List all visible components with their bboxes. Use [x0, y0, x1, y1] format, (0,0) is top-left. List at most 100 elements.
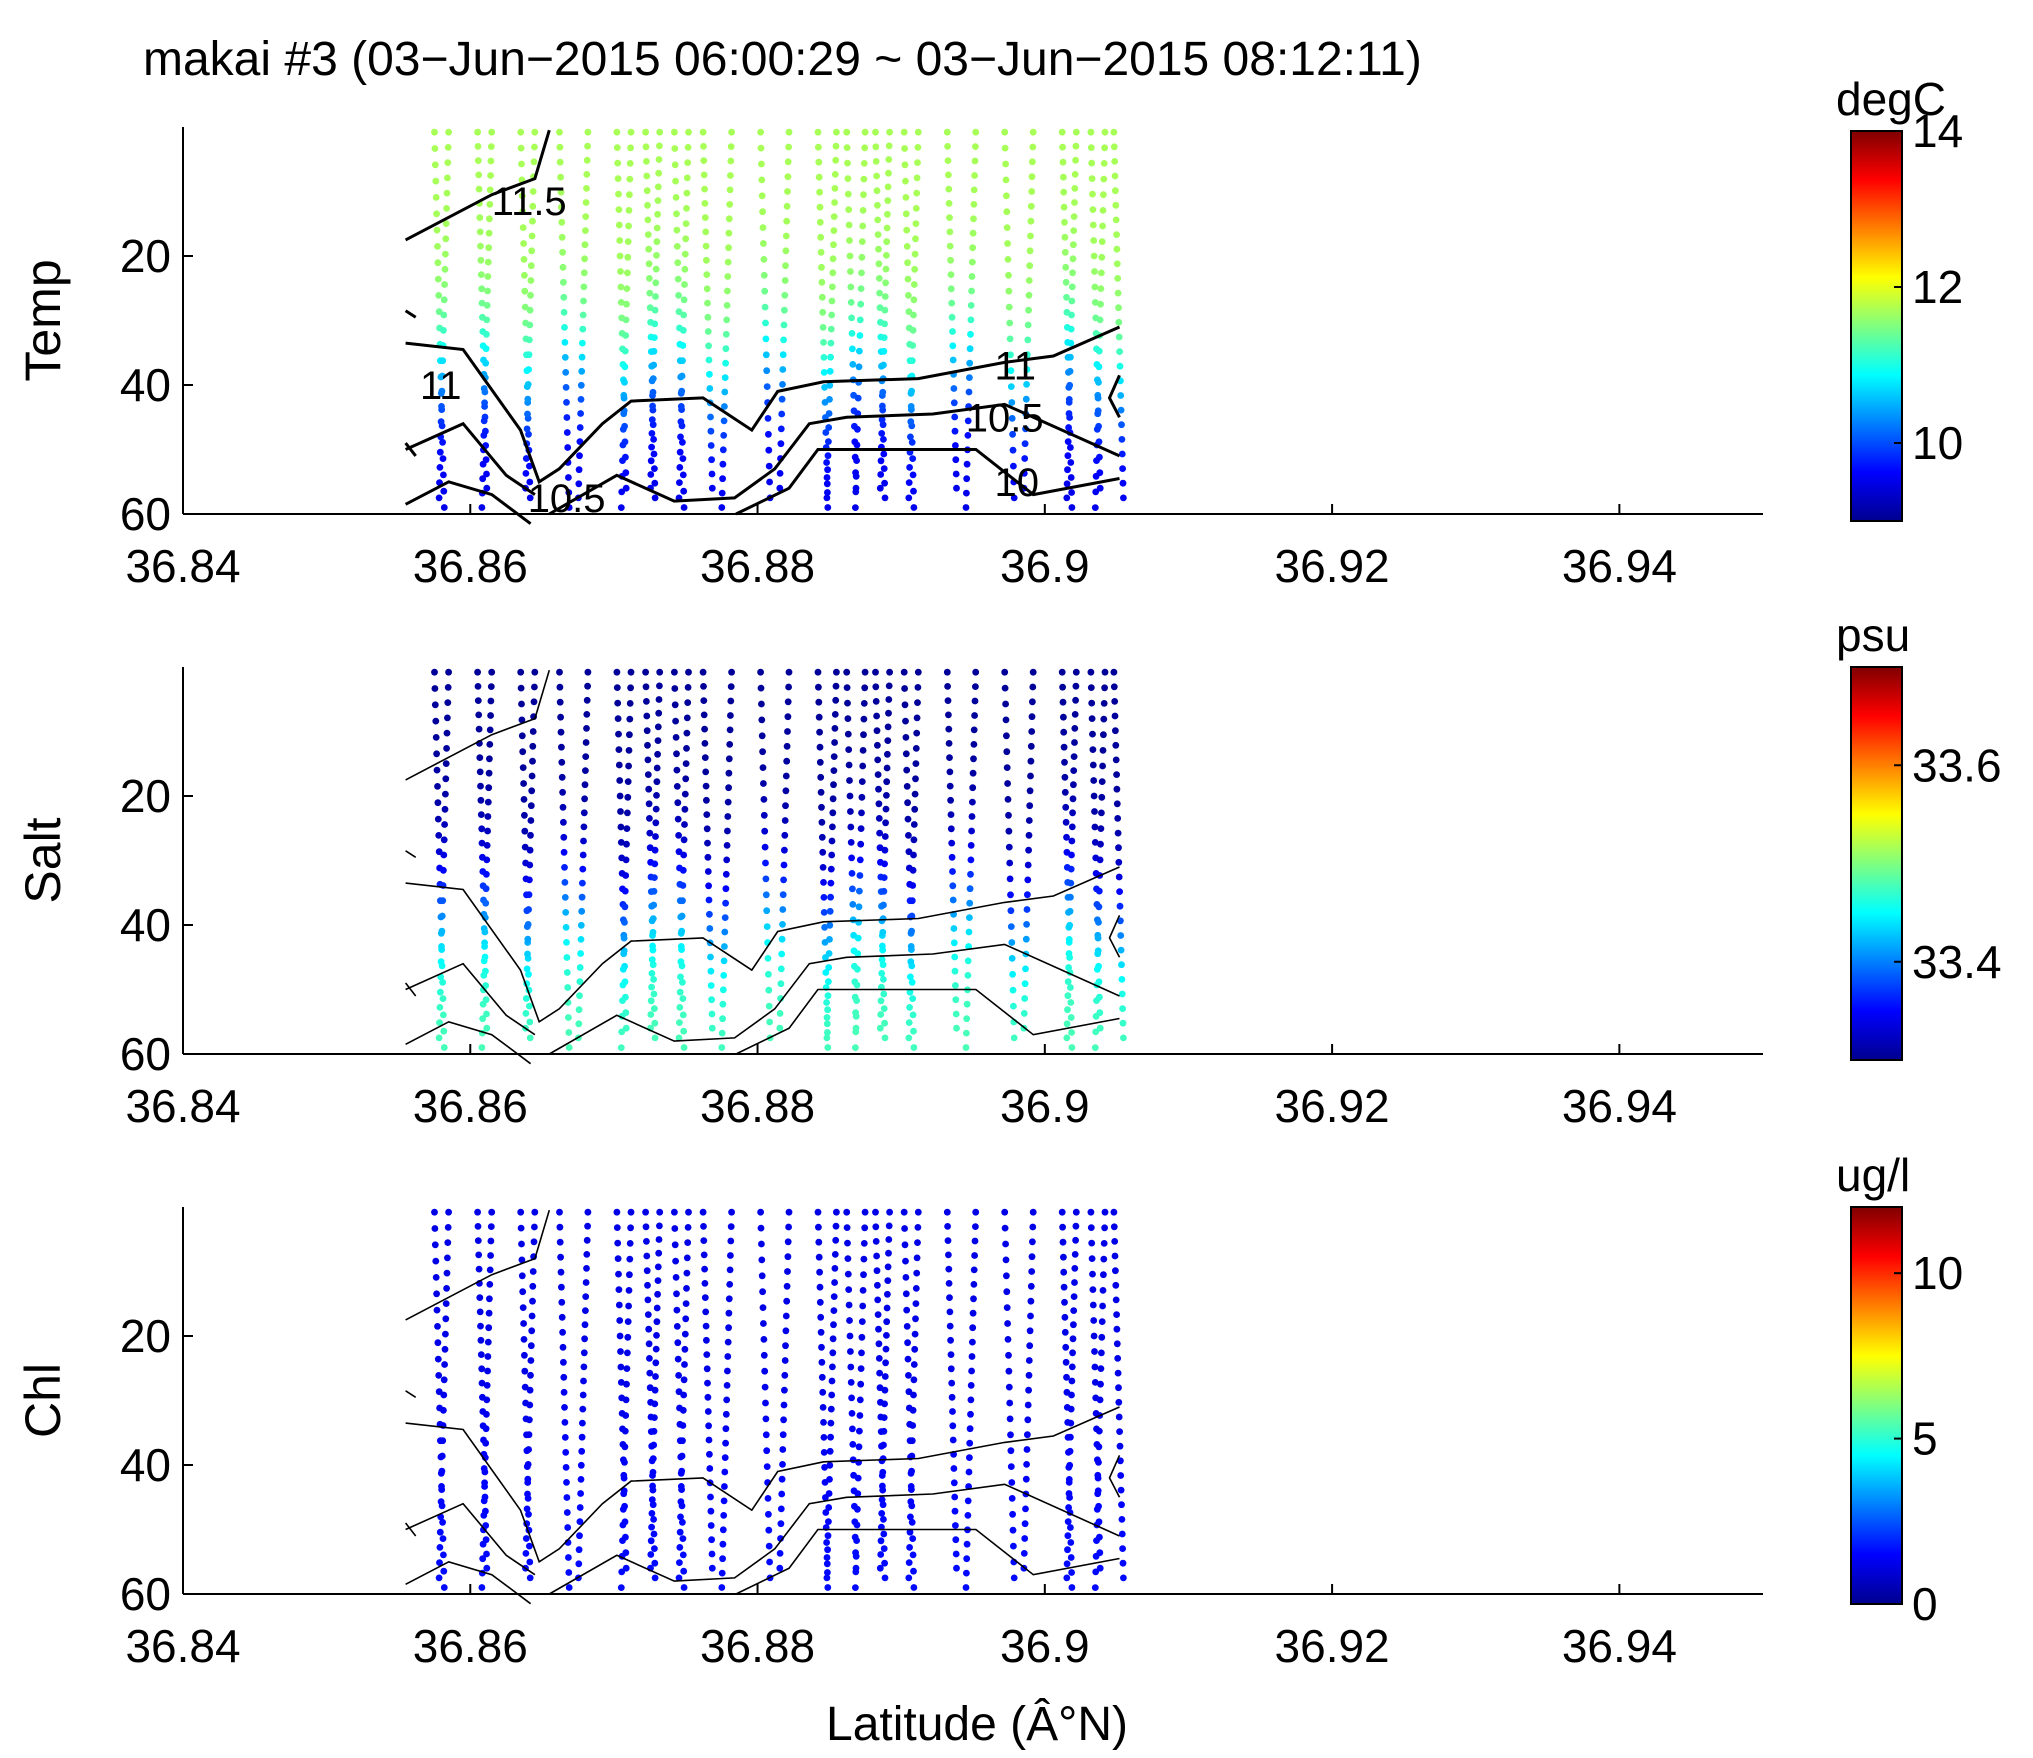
data-point [843, 684, 851, 691]
data-point [527, 277, 535, 284]
data-point [969, 1338, 976, 1346]
data-point [879, 928, 887, 936]
data-point [1070, 241, 1077, 249]
data-point [858, 793, 866, 801]
data-point [683, 1269, 691, 1277]
data-point [645, 260, 653, 268]
data-point [848, 854, 855, 862]
data-point [951, 953, 959, 961]
data-point [556, 683, 564, 691]
data-point [905, 1559, 913, 1566]
data-point [1028, 728, 1036, 735]
data-point [1091, 1044, 1099, 1051]
data-point [700, 1251, 708, 1259]
data-point [644, 216, 652, 224]
data-point [969, 784, 977, 792]
data-point [578, 1447, 586, 1455]
data-point [474, 1223, 482, 1230]
data-point [440, 1027, 448, 1035]
data-point [757, 1208, 764, 1216]
data-point [823, 1020, 831, 1028]
data-point [881, 1373, 889, 1380]
data-point [911, 250, 919, 258]
data-point [874, 201, 881, 209]
data-point [853, 981, 861, 989]
data-point [727, 1223, 735, 1230]
data-point [1091, 808, 1098, 815]
data-point [707, 953, 714, 961]
data-point [476, 754, 484, 761]
data-point [1072, 156, 1079, 164]
data-point [881, 1400, 888, 1408]
data-point [642, 1208, 649, 1216]
data-point [849, 901, 857, 908]
data-point [683, 714, 691, 722]
data-point [781, 846, 788, 854]
data-point [1066, 1447, 1074, 1455]
data-point [480, 1512, 488, 1519]
data-point [1059, 683, 1066, 691]
data-point [946, 754, 953, 761]
data-point [902, 1274, 910, 1281]
data-point [653, 252, 660, 259]
data-point [719, 1540, 727, 1548]
data-point [969, 1309, 977, 1317]
data-point [968, 827, 975, 835]
data-point [910, 487, 917, 495]
contour-line [405, 962, 536, 1036]
data-point [679, 1406, 687, 1414]
data-point [1069, 1349, 1076, 1357]
data-point [858, 809, 865, 817]
data-point [947, 796, 954, 804]
data-point [672, 1257, 679, 1265]
y-tick-label: 60 [120, 1568, 171, 1620]
data-point [577, 410, 584, 417]
data-point [843, 144, 851, 152]
data-point [474, 1208, 481, 1216]
contour-line [404, 442, 417, 457]
data-point [1010, 1574, 1018, 1582]
data-point [725, 244, 732, 252]
data-point [853, 441, 861, 449]
data-point [652, 265, 660, 273]
data-point [479, 1540, 487, 1548]
data-point [757, 684, 765, 692]
data-point [911, 1345, 919, 1353]
data-point [481, 388, 489, 396]
data-point [784, 188, 791, 195]
x-tick-label: 36.86 [413, 1620, 528, 1672]
data-point [852, 1568, 860, 1576]
data-point [441, 281, 448, 288]
data-point [861, 668, 869, 676]
data-point [1028, 1253, 1036, 1261]
data-point [1027, 202, 1035, 210]
data-point [886, 128, 893, 136]
data-point [724, 258, 732, 266]
colorbar-tick-label: 0 [1912, 1578, 1938, 1630]
data-point [615, 1286, 623, 1293]
data-point [879, 1482, 886, 1490]
data-point [824, 1532, 832, 1540]
data-point [1061, 788, 1069, 796]
data-point [485, 1324, 493, 1332]
data-point [874, 771, 882, 778]
data-point [827, 893, 834, 901]
data-point [782, 232, 790, 240]
data-point [622, 1412, 630, 1419]
data-point [708, 1010, 716, 1018]
colorbar-unit-label: degC [1836, 73, 1946, 125]
data-point [440, 1011, 447, 1019]
data-point [523, 1505, 531, 1513]
data-point [525, 1431, 533, 1439]
data-point [583, 725, 590, 732]
data-point [833, 1208, 840, 1216]
data-point [562, 1449, 570, 1456]
data-point [622, 1564, 630, 1572]
data-point [1023, 921, 1030, 928]
data-point [884, 1277, 892, 1284]
data-point [1118, 990, 1126, 998]
data-point [909, 1406, 917, 1414]
data-point [615, 1270, 622, 1278]
data-point [1005, 287, 1013, 295]
data-point [484, 813, 492, 820]
